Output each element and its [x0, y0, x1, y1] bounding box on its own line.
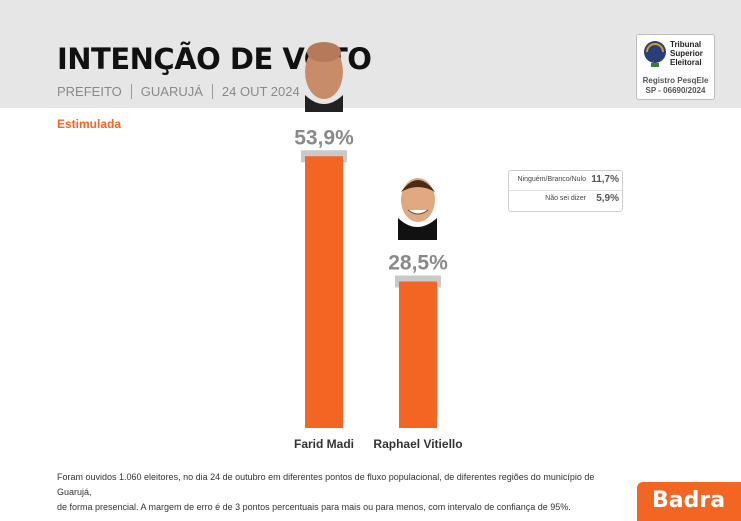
subtitle-divider [211, 84, 213, 99]
value-label-raphael-vitiello: 28,5% [388, 251, 448, 274]
tse-badge: Tribunal Superior Eleitoral Registro Pes… [636, 34, 715, 100]
section-label: Estimulada [57, 117, 122, 131]
tse-emblem-icon [644, 41, 666, 67]
subtitle-city: GUARUJÁ [140, 84, 203, 99]
bar-chart: 53,9% 28,5% Farid Madi Raphael Vitiello [294, 42, 463, 451]
value-label-farid-madi: 53,9% [294, 126, 354, 149]
bars-group [301, 150, 441, 428]
tse-name: Tribunal Superior Eleitoral [670, 40, 703, 67]
tse-registry: Registro PesqEle SP - 06690/2024 [642, 76, 709, 95]
other-response-value: 5,9% [596, 193, 619, 204]
candidate-portrait-1 [305, 42, 343, 112]
other-response-label: Ninguém/Branco/Nulo [517, 176, 586, 183]
bar-raphael-vitiello [399, 281, 437, 428]
subtitle-date: 24 OUT 2024 [221, 84, 300, 99]
category-label-farid-madi: Farid Madi [294, 437, 354, 451]
other-response-row: Não sei dizer 5,9% [509, 191, 622, 209]
other-response-row: Ninguém/Branco/Nulo 11,7% [509, 172, 622, 191]
other-response-label: Não sei dizer [545, 195, 586, 202]
other-response-value: 11,7% [591, 174, 619, 185]
methodology-footnote: Foram ouvidos 1.060 eleitores, no dia 24… [57, 472, 595, 512]
candidate-portrait-2 [398, 178, 437, 240]
subtitle-office: PREFEITO [57, 84, 122, 99]
brand-name: Badra [652, 488, 726, 513]
other-responses-box: Ninguém/Branco/Nulo 11,7% Não sei dizer … [508, 170, 623, 212]
brand-logo: Badra [637, 482, 741, 521]
subtitle-divider [130, 84, 132, 99]
bar-farid-madi [305, 156, 343, 428]
subtitle: PREFEITO GUARUJÁ 24 OUT 2024 [57, 84, 300, 99]
category-label-raphael-vitiello: Raphael Vitiello [373, 437, 462, 451]
